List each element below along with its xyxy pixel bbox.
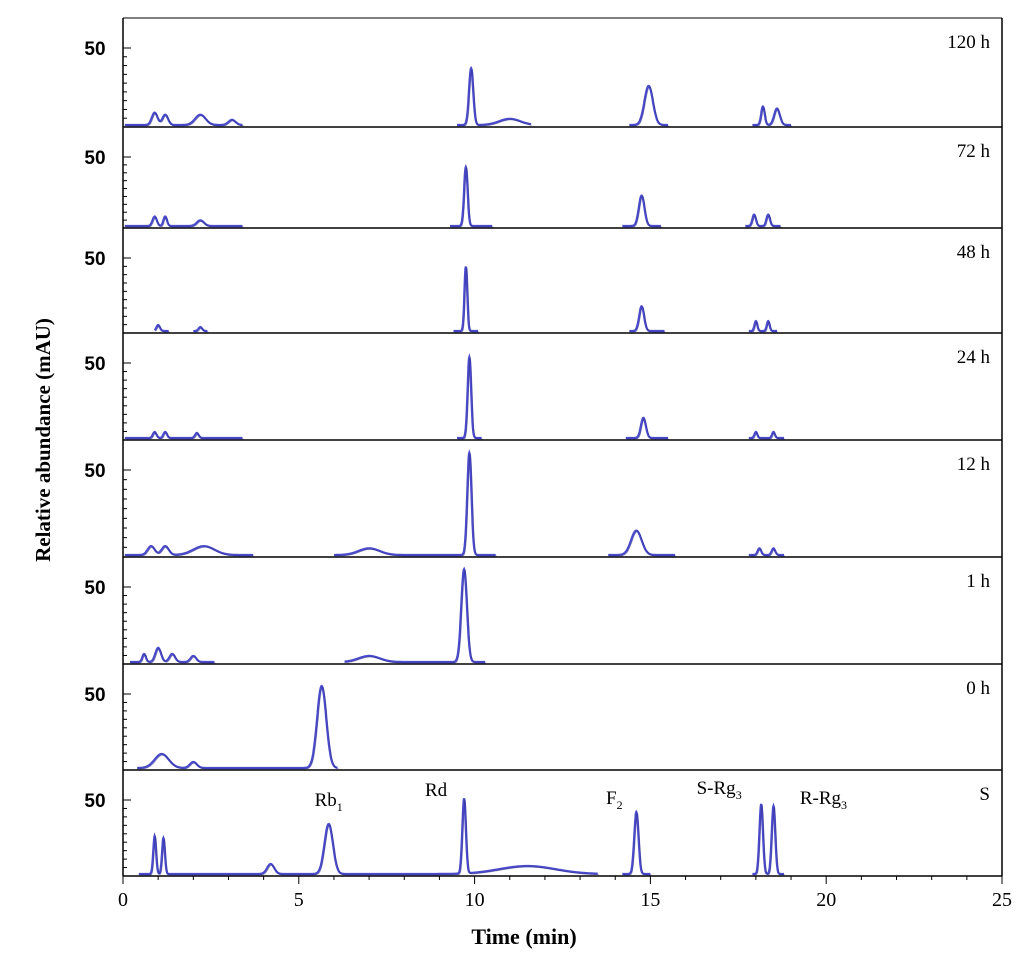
panel-label: 48 h [957,242,991,263]
x-axis: 0 5 10 15 20 25 [118,876,1012,911]
trace-shadow [139,799,599,876]
trace-shadow [335,452,497,557]
trace-shadow [630,306,666,333]
trace-shadow [194,327,209,333]
trace-line [625,416,668,440]
trace-line [745,213,781,228]
trace-line [608,529,675,557]
y-tick-label: 50 [84,578,105,599]
trace-shadow [131,648,216,664]
trace-shadow [454,267,480,333]
trace-line [622,809,651,876]
y-tick-label: 50 [84,39,105,60]
x-tick-label: 0 [118,889,128,911]
trace-shadow [458,356,483,440]
y-tick-label: 50 [84,148,105,169]
trace-shadow [125,113,244,127]
trace-shadow [345,569,487,664]
trace-line [453,266,479,333]
trace-shadow [623,196,662,228]
panel-5: 50 12 h [84,440,1003,558]
trace-line [748,430,784,440]
trace-shadow [138,686,339,770]
trace-line [344,566,486,664]
x-axis-label: Time (min) [471,924,576,949]
trace-line [137,684,338,770]
x-tick-label: 10 [465,889,485,911]
peak-label: Rd [425,780,448,801]
trace-line [752,105,791,127]
panel-6: 50 1 h [84,557,1003,665]
trace-line [124,111,243,127]
trace-shadow [623,812,652,876]
y-tick-label: 50 [84,249,105,270]
trace-line [748,319,777,333]
peak-label: R-Rg3 [800,788,847,812]
panel-label: 120 h [947,32,990,53]
trace-shadow [753,804,785,876]
peak-label: F2 [606,788,623,812]
trace-shadow [155,325,170,333]
panel-8: 50 S [84,770,1003,877]
trace-line [138,798,598,876]
trace-line [124,215,243,228]
trace-line [124,430,243,440]
trace-line [752,802,784,876]
trace-line [748,547,784,557]
y-tick-label: 50 [84,791,105,812]
panel-label: 1 h [966,571,990,592]
trace-line [450,163,493,228]
peak-label: Rb1 [315,790,343,814]
trace-line [334,449,496,557]
panel-4: 50 24 h [84,333,1003,441]
trace-shadow [749,321,778,333]
trace-shadow [458,68,533,127]
y-tick-label: 50 [84,685,105,706]
trace-shadow [630,86,669,127]
x-tick-label: 15 [640,889,660,911]
trace-line [629,305,665,333]
trace-shadow [609,531,676,557]
panel-label: S [979,784,990,805]
x-tick-label: 5 [294,889,304,911]
trace-line [130,646,215,664]
trace-shadow [125,217,244,228]
chart-panels: 50 120 h 50 72 h 50 48 h 50 24 h 50 12 h 50 1 h 50 0 … [84,17,1003,877]
y-tick-label: 50 [84,354,105,375]
panel-7: 50 0 h [84,664,1003,771]
trace-shadow [749,432,785,440]
panel-label: 72 h [957,141,991,162]
trace-line [629,84,668,127]
peak-label: S-Rg3 [697,778,742,802]
panel-label: 0 h [966,678,990,699]
trace-shadow [125,546,255,557]
panel-label: 12 h [957,454,991,475]
x-tick-label: 25 [992,889,1012,911]
trace-shadow [451,166,494,228]
panel-2: 50 72 h [84,127,1003,229]
panel-3: 50 48 h [84,228,1003,334]
trace-shadow [626,418,669,440]
y-axis-label: Relative abundance (mAU) [31,318,55,562]
y-tick-label: 50 [84,461,105,482]
trace-line [622,194,661,228]
trace-line [124,545,254,557]
trace-shadow [125,432,244,440]
trace-shadow [746,215,782,228]
trace-shadow [749,548,785,557]
panel-1: 50 120 h [84,17,1003,128]
trace-line [457,353,482,440]
panel-label: 24 h [957,347,991,368]
trace-line [193,325,208,333]
trace-line [457,65,532,127]
trace-shadow [753,107,792,127]
x-tick-label: 20 [816,889,836,911]
